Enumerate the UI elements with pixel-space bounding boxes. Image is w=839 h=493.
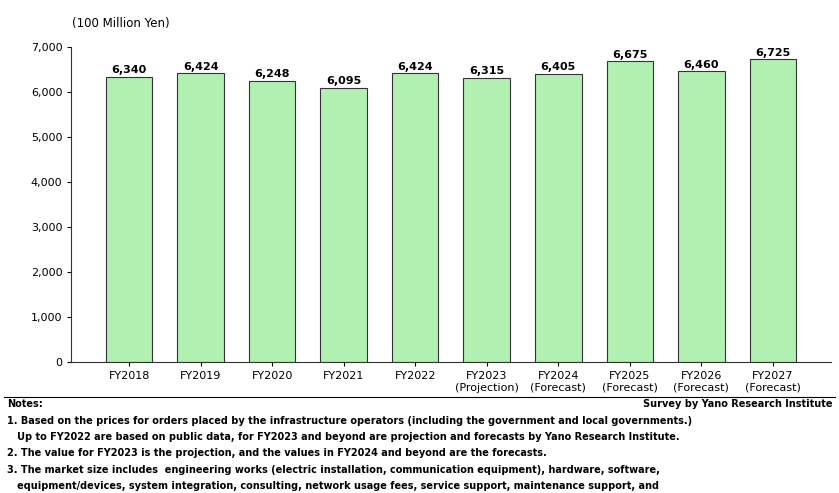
Bar	[678, 71, 725, 362]
Bar	[607, 62, 653, 362]
Text: 6,725: 6,725	[755, 48, 790, 58]
Text: 6,315: 6,315	[469, 67, 504, 76]
Text: 6,424: 6,424	[398, 62, 433, 71]
Text: 6,340: 6,340	[112, 65, 147, 75]
Text: 2. The value for FY2023 is the projection, and the values in FY2024 and beyond a: 2. The value for FY2023 is the projectio…	[7, 449, 546, 458]
Text: Up to FY2022 are based on public data, for FY2023 and beyond are projection and : Up to FY2022 are based on public data, f…	[7, 432, 680, 442]
Bar	[249, 81, 295, 362]
Bar	[535, 73, 581, 362]
Text: equipment/devices, system integration, consulting, network usage fees, service s: equipment/devices, system integration, c…	[7, 481, 659, 491]
Text: 6,248: 6,248	[254, 70, 290, 79]
Bar	[320, 88, 367, 362]
Text: 6,405: 6,405	[540, 63, 576, 72]
Text: 6,675: 6,675	[612, 50, 648, 60]
Bar	[177, 73, 224, 362]
Bar	[392, 73, 439, 362]
Text: 6,424: 6,424	[183, 62, 218, 71]
Bar	[106, 76, 153, 362]
Text: Notes:: Notes:	[7, 399, 43, 409]
Text: 6,460: 6,460	[684, 60, 719, 70]
Bar	[463, 78, 510, 362]
Text: 3. The market size includes  engineering works (electric installation, communica: 3. The market size includes engineering …	[7, 464, 659, 475]
Text: (100 Million Yen): (100 Million Yen)	[72, 17, 169, 30]
Text: 6,095: 6,095	[326, 76, 362, 86]
Text: 1. Based on the prices for orders placed by the infrastructure operators (includ: 1. Based on the prices for orders placed…	[7, 416, 692, 426]
Bar	[749, 59, 796, 362]
Text: Survey by Yano Research Institute: Survey by Yano Research Institute	[643, 399, 832, 409]
